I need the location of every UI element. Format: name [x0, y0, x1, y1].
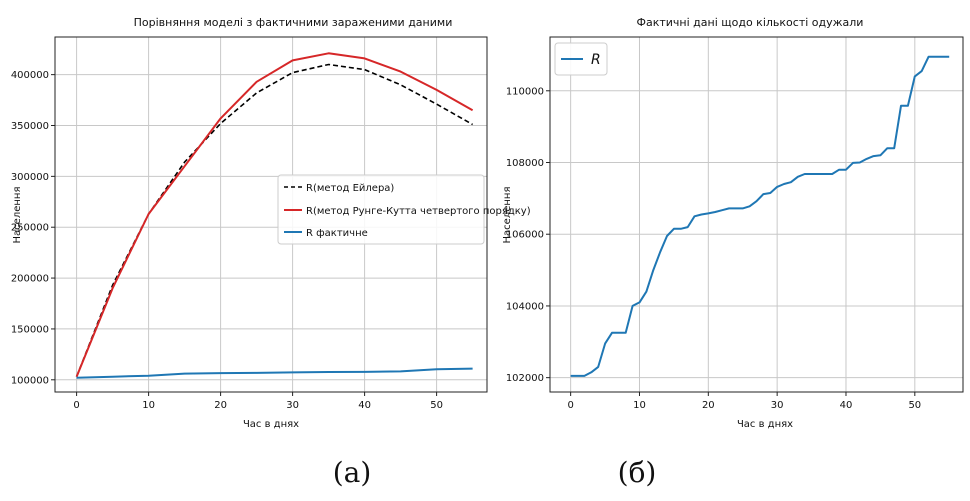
chart-a-series — [75, 52, 474, 379]
chart-b-legend: R — [554, 42, 608, 76]
chart-a-ytick-label: 100000 — [11, 375, 49, 386]
chart-a-ytick-label: 150000 — [11, 324, 49, 335]
chart-a-series-line-1 — [75, 52, 474, 378]
chart-b-title: Фактичні дані щодо кількості одужали — [637, 16, 864, 29]
legend-r-label: R — [591, 52, 601, 68]
chart-b-xtick-label: 50 — [908, 400, 921, 411]
chart-b-ylabel: Населення — [502, 187, 513, 244]
chart-b-xtick-label: 0 — [567, 400, 573, 411]
chart-b: Фактичні дані щодо кількості одужали 0 10… — [502, 16, 964, 430]
chart-a-yticks: 100000 150000 200000 250000 300000 350000 4000… — [11, 70, 55, 386]
chart-b-xticks: 0 10 20 30 40 50 — [567, 392, 921, 411]
chart-b-ytick-label: 108000 — [506, 158, 544, 169]
chart-a-legend-box — [277, 174, 485, 245]
chart-a-xtick-label: 20 — [214, 400, 227, 411]
chart-a: Порівняння моделі з фактичними зараженим… — [11, 16, 531, 430]
chart-b-frame — [549, 36, 964, 393]
chart-a-ytick-label: 250000 — [11, 223, 49, 234]
chart-b-xtick-label: 20 — [702, 400, 715, 411]
chart-a-ytick-label: 200000 — [11, 274, 49, 285]
chart-a-xtick-label: 10 — [142, 400, 155, 411]
chart-b-grid — [550, 37, 963, 392]
caption-a: (а) — [333, 456, 372, 489]
chart-b-ytick-label: 110000 — [506, 86, 544, 97]
chart-a-ylabel: Населення — [12, 187, 23, 244]
chart-b-xtick-label: 30 — [771, 400, 784, 411]
chart-a-ytick-label: 400000 — [11, 70, 49, 81]
chart-a-series-line-2 — [76, 367, 473, 379]
legend-actual-label: R фактичне — [306, 228, 368, 239]
chart-b-ytick-label: 106000 — [506, 230, 544, 241]
legend-rk4-label: R(метод Рунге-Кутта четвертого порядку) — [306, 206, 531, 217]
chart-b-ytick-label: 104000 — [506, 301, 544, 312]
chart-a-xlabel: Час в днях — [243, 419, 299, 430]
chart-a-ytick-label: 300000 — [11, 172, 49, 183]
chart-a-xtick-label: 30 — [286, 400, 299, 411]
chart-a-legend: R(метод Ейлера) R(метод Рунге-Кутта четв… — [277, 174, 531, 245]
chart-b-xtick-label: 10 — [633, 400, 646, 411]
chart-a-xticks: 0 10 20 30 40 50 — [73, 392, 443, 411]
chart-b-series-line-0 — [570, 55, 950, 377]
chart-a-xtick-label: 40 — [358, 400, 371, 411]
chart-b-yticks: 102000 104000 106000 108000 110000 — [506, 86, 550, 384]
chart-b-xtick-label: 40 — [840, 400, 853, 411]
chart-a-xtick-label: 50 — [430, 400, 443, 411]
chart-a-xtick-label: 0 — [73, 400, 79, 411]
chart-b-series — [570, 55, 950, 377]
caption-b: (б) — [618, 456, 657, 489]
legend-euler-label: R(метод Ейлера) — [306, 183, 394, 194]
chart-b-ytick-label: 102000 — [506, 373, 544, 384]
chart-a-frame — [54, 36, 488, 393]
chart-a-ytick-label: 350000 — [11, 121, 49, 132]
chart-b-xlabel: Час в днях — [737, 419, 793, 430]
chart-a-title: Порівняння моделі з фактичними зараженим… — [134, 16, 453, 29]
